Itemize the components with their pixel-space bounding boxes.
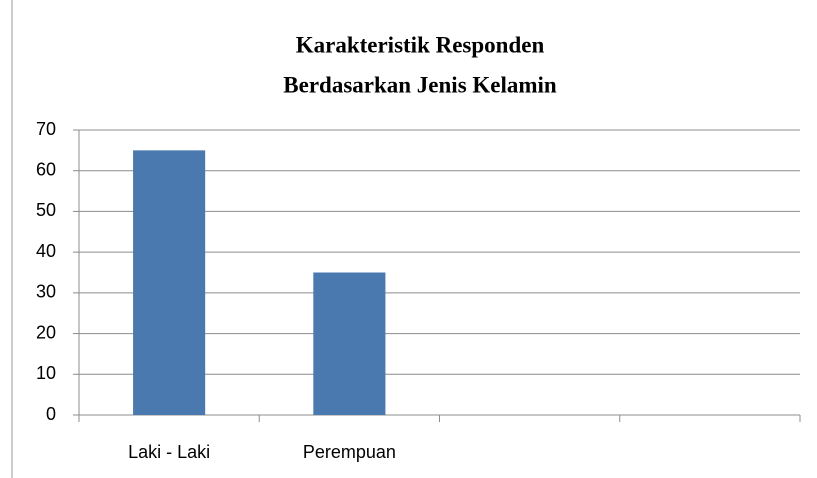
chart-title: Karakteristik Responden bbox=[296, 32, 545, 57]
y-tick-label: 30 bbox=[36, 282, 56, 302]
chart: Karakteristik Responden Berdasarkan Jeni… bbox=[0, 0, 817, 478]
x-tick-label: Perempuan bbox=[303, 442, 396, 462]
y-tick-label: 40 bbox=[36, 241, 56, 261]
y-tick-label: 0 bbox=[46, 404, 56, 424]
y-tick-label: 10 bbox=[36, 363, 56, 383]
x-tick-label: Laki - Laki bbox=[128, 442, 210, 462]
y-tick-label: 20 bbox=[36, 322, 56, 342]
y-tick-label: 50 bbox=[36, 200, 56, 220]
chart-title: Berdasarkan Jenis Kelamin bbox=[283, 72, 557, 97]
bar bbox=[313, 273, 385, 416]
y-tick-label: 70 bbox=[36, 119, 56, 139]
y-tick-label: 60 bbox=[36, 159, 56, 179]
bar bbox=[133, 150, 205, 415]
